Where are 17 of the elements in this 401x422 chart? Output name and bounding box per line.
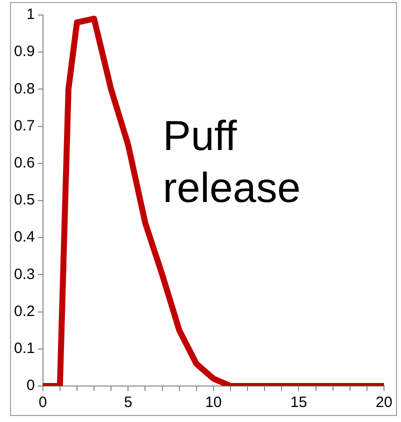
y-tick-label: 0.7 bbox=[14, 117, 35, 134]
y-tick-label: 0 bbox=[26, 377, 35, 394]
x-tick-label: 10 bbox=[205, 394, 222, 412]
y-tick-label: 0.5 bbox=[14, 192, 35, 209]
x-tick-label: 15 bbox=[290, 394, 308, 412]
y-tick-label: 0.9 bbox=[14, 43, 35, 60]
y-tick-label: 0.3 bbox=[14, 266, 35, 283]
y-tick-label: 1 bbox=[26, 6, 35, 24]
x-tick-label: 0 bbox=[38, 394, 48, 412]
y-tick-label: 0.8 bbox=[14, 80, 35, 98]
x-tick-label: 20 bbox=[376, 394, 392, 412]
y-tick-label: 0.2 bbox=[14, 302, 35, 320]
annotation: Puff release bbox=[162, 112, 301, 211]
y-tick-label: 0.1 bbox=[14, 340, 35, 358]
x-tick-label: 5 bbox=[124, 394, 132, 412]
y-tick-label: 0.6 bbox=[14, 154, 35, 172]
y-tick-label: 0.4 bbox=[14, 228, 35, 246]
